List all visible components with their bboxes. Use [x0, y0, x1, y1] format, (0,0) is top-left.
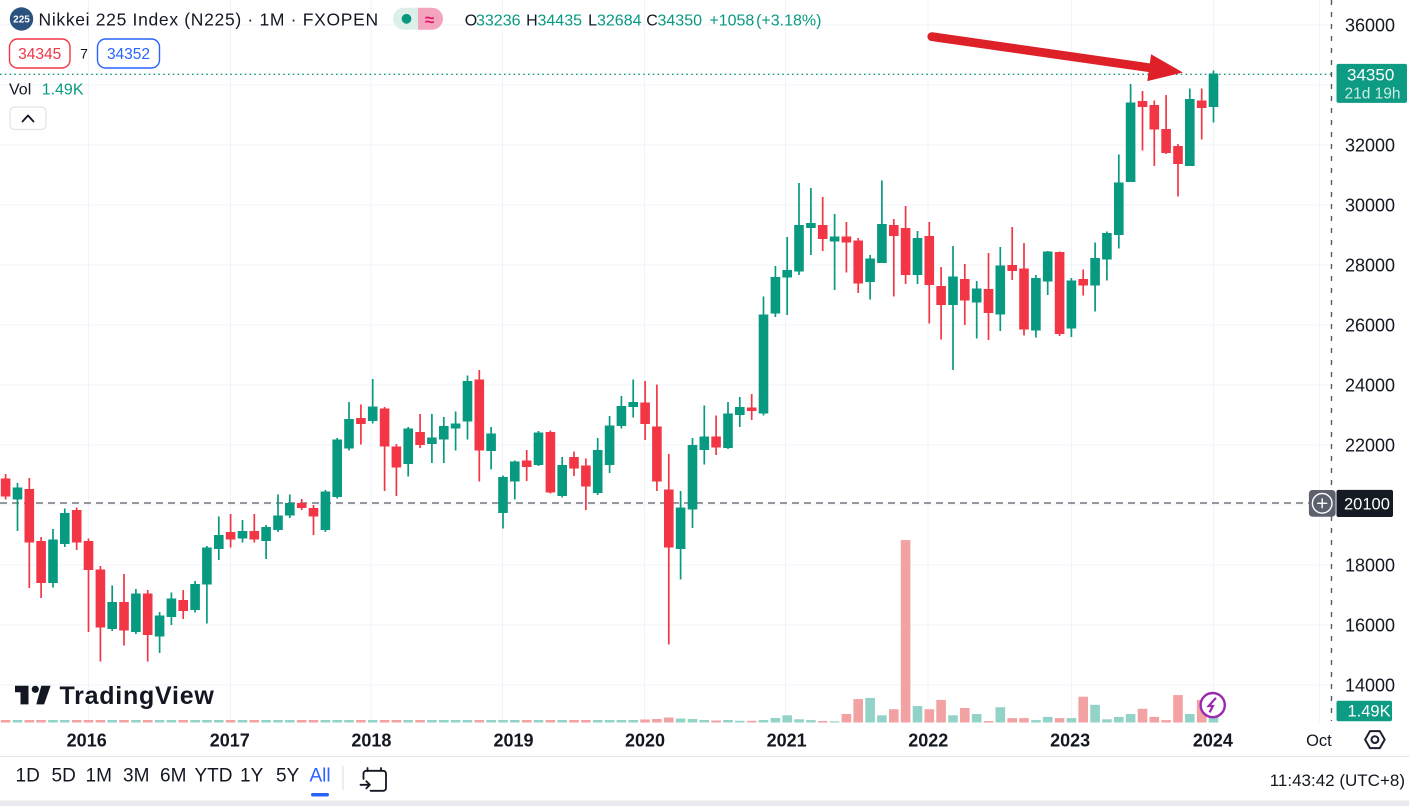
- svg-text:11:43:42 (UTC+8): 11:43:42 (UTC+8): [1270, 771, 1405, 790]
- svg-text:1.49K: 1.49K: [1348, 703, 1391, 721]
- svg-text:Nikkei 225 Index (N225) · 1M ·: Nikkei 225 Index (N225) · 1M · FXOPEN: [39, 9, 379, 29]
- svg-text:O: O: [465, 12, 477, 29]
- svg-text:33236: 33236: [476, 12, 521, 29]
- svg-text:TradingView: TradingView: [60, 682, 215, 710]
- svg-text:32684: 32684: [597, 12, 642, 29]
- svg-text:36000: 36000: [1345, 16, 1395, 36]
- svg-text:30000: 30000: [1345, 196, 1395, 216]
- svg-text:14000: 14000: [1345, 676, 1395, 696]
- svg-text:Oct: Oct: [1306, 732, 1332, 750]
- svg-text:2024: 2024: [1193, 731, 1233, 751]
- svg-text:1Y: 1Y: [240, 766, 264, 787]
- svg-text:34345: 34345: [18, 46, 61, 63]
- svg-text:32000: 32000: [1345, 136, 1395, 156]
- svg-text:All: All: [310, 766, 331, 787]
- svg-text:YTD: YTD: [195, 766, 233, 787]
- svg-text:2022: 2022: [908, 731, 948, 751]
- svg-text:28000: 28000: [1345, 256, 1395, 276]
- svg-text:21d 19h: 21d 19h: [1345, 86, 1401, 103]
- svg-text:1.49K: 1.49K: [42, 81, 84, 98]
- svg-text:34352: 34352: [107, 46, 150, 63]
- svg-text:2017: 2017: [210, 731, 250, 751]
- svg-text:20100: 20100: [1344, 496, 1390, 514]
- svg-text:5D: 5D: [52, 766, 76, 787]
- svg-text:≈: ≈: [425, 11, 434, 30]
- svg-text:H: H: [526, 12, 538, 29]
- svg-text:2018: 2018: [351, 731, 391, 751]
- svg-text:2021: 2021: [767, 731, 807, 751]
- svg-text:16000: 16000: [1345, 616, 1395, 636]
- svg-text:+1058: +1058: [709, 12, 754, 29]
- svg-text:34350: 34350: [658, 12, 703, 29]
- svg-text:2020: 2020: [625, 731, 665, 751]
- svg-text:24000: 24000: [1345, 376, 1395, 396]
- svg-text:34350: 34350: [1347, 65, 1394, 84]
- svg-text:22000: 22000: [1345, 436, 1395, 456]
- svg-text:6M: 6M: [160, 766, 186, 787]
- svg-text:3M: 3M: [123, 766, 149, 787]
- svg-text:18000: 18000: [1345, 556, 1395, 576]
- svg-text:Vol: Vol: [9, 81, 31, 98]
- svg-text:5Y: 5Y: [276, 766, 300, 787]
- svg-text:2019: 2019: [493, 731, 533, 751]
- svg-text:1D: 1D: [16, 766, 40, 787]
- svg-text:C: C: [646, 12, 658, 29]
- svg-text:(+3.18%): (+3.18%): [756, 12, 821, 29]
- svg-text:7: 7: [80, 46, 88, 62]
- svg-text:34435: 34435: [538, 12, 583, 29]
- svg-text:225: 225: [13, 15, 30, 26]
- svg-text:26000: 26000: [1345, 316, 1395, 336]
- svg-text:1M: 1M: [86, 766, 112, 787]
- svg-text:L: L: [588, 12, 597, 29]
- svg-text:2016: 2016: [67, 731, 107, 751]
- svg-text:2023: 2023: [1050, 731, 1090, 751]
